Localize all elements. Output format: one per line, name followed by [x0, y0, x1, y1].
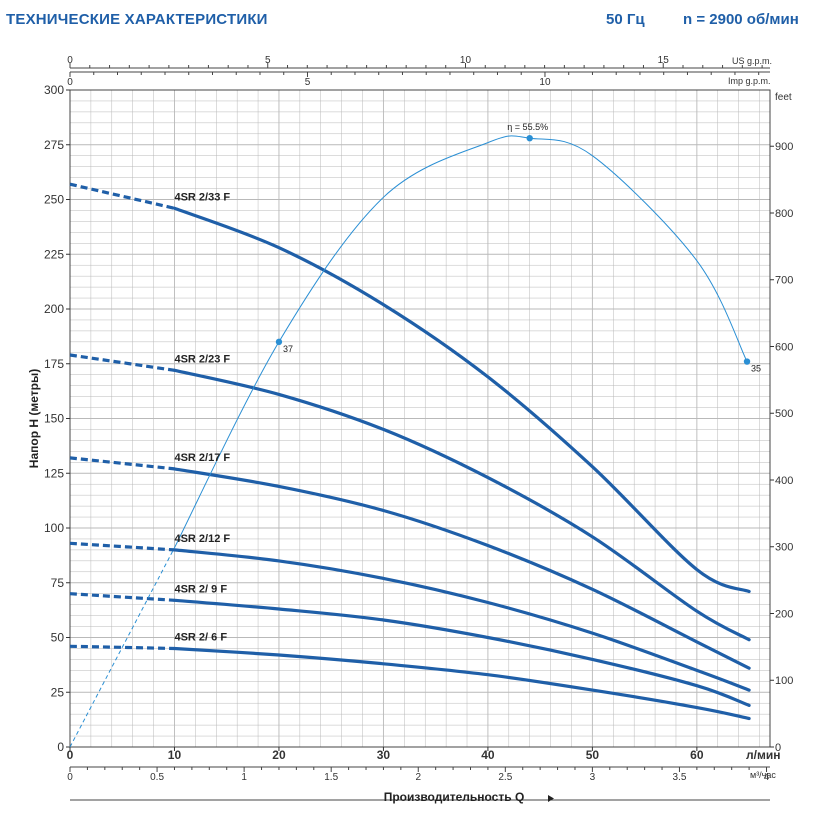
- curve-dashed-segment: [69, 592, 175, 602]
- feet-tick-label: 900: [775, 141, 793, 153]
- curve-solid-segment: [172, 206, 751, 594]
- efficiency-point: [275, 338, 283, 346]
- x-tick-label: 0: [67, 748, 74, 762]
- x-tick-label: 50: [586, 748, 600, 762]
- imp-gpm-tick-label: 5: [305, 77, 311, 88]
- imp-gpm-axis-label: Imp g.p.m.: [728, 76, 771, 86]
- m3h-tick-label: 4: [764, 772, 770, 783]
- feet-tick-label: 500: [775, 408, 793, 420]
- x-tick-label: 30: [377, 748, 391, 762]
- m3h-tick-label: 2.5: [498, 772, 512, 783]
- chart-title: ТЕХНИЧЕСКИЕ ХАРАКТЕРИСТИКИ: [6, 11, 268, 28]
- frequency-label: 50 Гц: [606, 11, 645, 28]
- y-axis-label: Напор H (метры): [27, 369, 41, 468]
- m3h-tick-label: 0: [67, 772, 73, 783]
- feet-tick-label: 300: [775, 542, 793, 554]
- efficiency-point: [526, 134, 533, 142]
- x-tick-label: 20: [272, 748, 286, 762]
- curve-solid-segment: [172, 646, 751, 721]
- curve-solid-segment: [172, 598, 751, 707]
- series-label: 4SR 2/ 6 F: [174, 631, 227, 643]
- imp-gpm-tick-label: 10: [539, 77, 551, 88]
- y-tick-label: 125: [44, 466, 64, 480]
- efficiency-point-label: 35: [751, 364, 761, 374]
- y-tick-label: 275: [44, 138, 64, 152]
- arrow-icon: [548, 795, 554, 802]
- y-tick-label: 75: [51, 576, 65, 590]
- x-tick-label: 60: [690, 748, 704, 762]
- series-label: 4SR 2/23 F: [174, 353, 230, 365]
- m3h-unit-label: м³/час: [750, 770, 776, 780]
- feet-tick-label: 600: [775, 341, 793, 353]
- us-gpm-tick-label: 0: [67, 55, 73, 66]
- efficiency-point: [743, 358, 751, 365]
- y-tick-label: 175: [44, 357, 64, 371]
- efficiency-dashed-segment: [69, 547, 175, 748]
- us-gpm-tick-label: 10: [460, 55, 472, 66]
- y-tick-label: 100: [44, 521, 64, 535]
- pump-curves: [69, 182, 751, 721]
- efficiency-point-label: 37: [283, 344, 293, 354]
- curve-dashed-segment: [69, 182, 175, 210]
- m3h-tick-label: 2: [415, 772, 421, 783]
- y-tick-label: 300: [44, 83, 64, 97]
- m3h-tick-label: 3.5: [672, 772, 686, 783]
- efficiency-curve: [69, 134, 751, 748]
- m3h-tick-label: 0.5: [150, 772, 164, 783]
- feet-tick-label: 0: [775, 742, 781, 754]
- efficiency-point-label: η = 55.5%: [507, 122, 548, 132]
- feet-tick-label: 800: [775, 208, 793, 220]
- curve-dashed-segment: [69, 353, 175, 372]
- series-label: 4SR 2/ 9 F: [174, 583, 227, 595]
- y-tick-label: 0: [57, 740, 64, 754]
- m3h-tick-label: 1: [241, 772, 247, 783]
- us-gpm-tick-label: 15: [658, 55, 670, 66]
- curve-dashed-segment: [69, 541, 175, 552]
- us-gpm-axis-label: US g.p.m.: [732, 56, 772, 66]
- y-tick-label: 25: [51, 685, 65, 699]
- y-tick-label: 225: [44, 247, 64, 261]
- m3h-tick-label: 1.5: [324, 772, 338, 783]
- y-tick-label: 150: [44, 412, 64, 426]
- x-unit-label: л/мин: [746, 748, 780, 762]
- y-tick-label: 200: [44, 302, 64, 316]
- x-tick-label: 40: [481, 748, 495, 762]
- series-label: 4SR 2/17 F: [174, 452, 230, 464]
- x-tick-label: 10: [168, 748, 182, 762]
- feet-tick-label: 200: [775, 608, 793, 620]
- m3h-tick-label: 3: [590, 772, 596, 783]
- curve-solid-segment: [172, 368, 751, 642]
- imp-gpm-tick-label: 0: [67, 77, 73, 88]
- feet-tick-label: 700: [775, 275, 793, 287]
- x-axis-title: Производительность Q: [384, 790, 525, 804]
- chart-axes: 0255075100125150175200225250275300Напор …: [27, 55, 793, 804]
- curve-solid-segment: [172, 548, 751, 692]
- feet-tick-label: 400: [775, 475, 793, 487]
- speed-label: n = 2900 об/мин: [683, 11, 799, 28]
- y-tick-label: 250: [44, 193, 64, 207]
- curve-solid-segment: [172, 467, 751, 670]
- efficiency-solid-segment: [174, 135, 748, 548]
- curve-dashed-segment: [69, 456, 175, 471]
- feet-tick-label: 100: [775, 675, 793, 687]
- chart-labels: 4SR 2/33 F 4SR 2/23 F 4SR 2/17 F 4SR 2/12 F…: [174, 122, 761, 643]
- us-gpm-tick-label: 5: [265, 55, 271, 66]
- feet-axis-label: feet: [775, 92, 792, 103]
- y-tick-label: 50: [51, 631, 65, 645]
- series-label: 4SR 2/12 F: [174, 533, 230, 545]
- series-label: 4SR 2/33 F: [174, 191, 230, 203]
